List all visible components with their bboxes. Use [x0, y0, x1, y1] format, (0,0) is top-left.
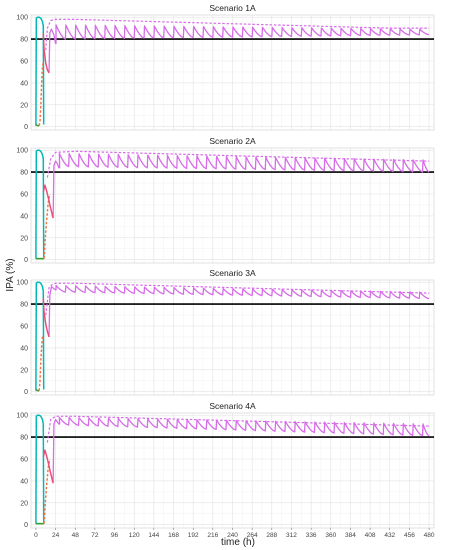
series-line: [35, 149, 45, 259]
x-tick-label: 336: [306, 532, 317, 539]
y-tick-label: 0: [24, 522, 28, 529]
y-tick-label: 80: [20, 37, 28, 44]
series-line: [38, 60, 45, 126]
series-line: [43, 193, 51, 259]
y-tick-label: 40: [20, 478, 28, 485]
y-tick-label: 40: [20, 345, 28, 352]
y-tick-label: 0: [24, 257, 28, 264]
y-tick-label: 0: [24, 124, 28, 131]
series-line: [48, 24, 430, 72]
x-axis-label: time (h): [221, 537, 255, 548]
y-tick-label: 80: [20, 435, 28, 442]
y-tick-label: 100: [16, 413, 28, 420]
x-tick-label: 408: [365, 532, 376, 539]
x-tick-label: 192: [188, 532, 199, 539]
series-line: [42, 33, 50, 74]
x-tick-label: 384: [345, 532, 356, 539]
series-line: [35, 16, 45, 126]
y-tick-label: 20: [20, 500, 28, 507]
x-tick-label: 48: [72, 532, 80, 539]
y-tick-label: 80: [20, 170, 28, 177]
x-tick-label: 168: [168, 532, 179, 539]
x-tick-label: 96: [111, 532, 119, 539]
panel-title: Scenario 4A: [209, 401, 256, 411]
series-line: [45, 282, 430, 316]
series-line: [42, 449, 54, 484]
x-tick-label: 144: [148, 532, 159, 539]
series-line: [35, 414, 45, 524]
y-tick-label: 40: [20, 80, 28, 87]
series-line: [35, 281, 45, 391]
x-tick-label: 240: [227, 532, 238, 539]
series-line: [45, 18, 430, 51]
series-line: [42, 184, 54, 219]
x-tick-label: 264: [247, 532, 258, 539]
x-tick-label: 288: [266, 532, 277, 539]
x-tick-label: 0: [34, 532, 38, 539]
panel-1: Scenario 1A 0 20 40 60 80 100: [16, 3, 435, 131]
panel-title: Scenario 3A: [209, 268, 256, 278]
y-tick-label: 60: [20, 324, 28, 331]
series-line: [43, 458, 51, 524]
series-line: [46, 150, 430, 178]
x-tick-label: 216: [207, 532, 218, 539]
x-tick-label: 24: [52, 532, 60, 539]
y-tick-label: 0: [24, 389, 28, 396]
y-tick-label: 60: [20, 59, 28, 66]
x-tick-label: 456: [404, 532, 415, 539]
y-tick-label: 60: [20, 457, 28, 464]
y-tick-label: 60: [20, 192, 28, 199]
x-tick-label: 480: [424, 532, 435, 539]
series-line: [42, 298, 50, 338]
panel-title: Scenario 2A: [209, 136, 256, 146]
series-line: [35, 388, 40, 392]
y-tick-label: 100: [16, 15, 28, 22]
y-tick-label: 20: [20, 235, 28, 242]
panel-4: Scenario 4A 0 20 40 60 80 100 0 24 48 72 96 120 144 16…: [16, 401, 435, 539]
y-tick-label: 80: [20, 302, 28, 309]
y-tick-label: 100: [16, 148, 28, 155]
panel-3: Scenario 3A 0 20 40 60 80 100: [16, 268, 435, 396]
y-tick-label: 20: [20, 102, 28, 109]
series-line: [48, 284, 430, 337]
series-line: [52, 152, 430, 219]
x-tick-label: 72: [91, 532, 99, 539]
x-tick-label: 120: [129, 532, 140, 539]
panel-2: Scenario 2A 0 20 40 60 80 100: [16, 136, 435, 264]
series-line: [35, 123, 40, 127]
panel-title: Scenario 1A: [209, 3, 256, 13]
y-tick-label: 20: [20, 367, 28, 374]
y-tick-label: 40: [20, 213, 28, 220]
y-axis-label: IPA (%): [5, 258, 16, 291]
x-tick-label: 312: [286, 532, 297, 539]
y-tick-label: 100: [16, 280, 28, 287]
series-line: [52, 416, 430, 484]
series-line: [46, 415, 430, 443]
x-tick-label: 432: [384, 532, 395, 539]
x-tick-label: 360: [325, 532, 336, 539]
